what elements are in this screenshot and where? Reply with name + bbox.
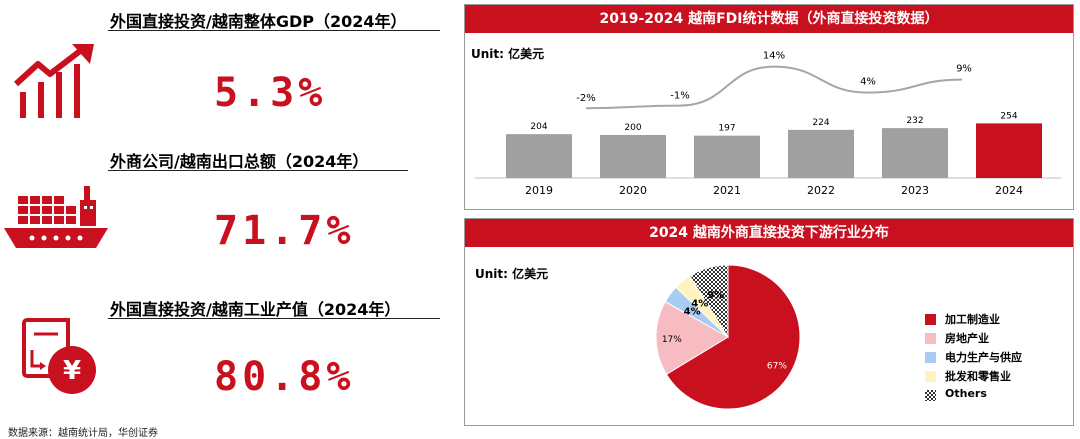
chart-header: 2019-2024 越南FDI统计数据（外商直接投资数据）	[465, 5, 1073, 33]
pie-slice	[655, 300, 729, 375]
pie-value-label: 4%	[691, 298, 708, 309]
growth-label: -1%	[670, 91, 689, 102]
chart-header: 2024 越南外商直接投资下游行业分布	[465, 219, 1073, 247]
fdi-bar-chart: 204 2019 200 2020 197 2021 224 2022 232 2023 254 20…	[475, 51, 1061, 197]
growth-label: 9%	[956, 64, 972, 75]
bar-2019	[506, 134, 572, 178]
legend-label: 加工制造业	[945, 313, 1000, 326]
bar-value-label: 200	[624, 123, 641, 133]
industry-pie-chart-panel: 2024 越南外商直接投资下游行业分布 Unit: 亿美元 67% 17% 4% 4%…	[464, 218, 1074, 426]
legend-label: 房地产业	[945, 332, 989, 345]
legend-label: 电力生产与供应	[945, 351, 1022, 364]
unit-label: Unit: 亿美元	[471, 47, 545, 61]
growth-label: 14%	[763, 51, 785, 62]
growth-line	[585, 65, 963, 110]
kpi-value: 71.7%	[214, 208, 355, 254]
kpi-title: 外国直接投资/越南工业产值（2024年）	[110, 300, 401, 319]
pie-value-label: 67%	[767, 362, 787, 372]
unit-label: Unit: 亿美元	[475, 267, 549, 281]
bar-2021	[694, 135, 760, 178]
bar-value-label: 224	[812, 118, 829, 128]
bar-2023	[882, 128, 948, 178]
x-tick-label: 2020	[619, 184, 647, 197]
kpi-value: 80.8%	[214, 354, 355, 400]
kpi-title: 外国直接投资/越南整体GDP（2024年）	[110, 12, 407, 31]
bar-2020	[600, 135, 666, 178]
legend-swatch	[925, 333, 936, 344]
kpi-divider	[108, 318, 440, 319]
industry-pie-chart: 67%17%4%4%9%	[655, 264, 801, 410]
bar-growth-arrow-icon	[14, 44, 94, 118]
growth-label: -2%	[576, 93, 595, 104]
bar-value-label: 254	[1000, 111, 1017, 121]
x-tick-label: 2024	[995, 184, 1023, 197]
fdi-bar-chart-panel: 2019-2024 越南FDI统计数据（外商直接投资数据） Unit: 亿美元 …	[464, 4, 1074, 210]
bar-value-label: 232	[906, 116, 923, 126]
legend-swatch	[925, 352, 936, 363]
x-tick-label: 2021	[713, 184, 741, 197]
legend-label: 批发和零售业	[945, 370, 1011, 383]
pie-value-label: 17%	[662, 335, 682, 345]
bar-2022	[788, 129, 854, 178]
svg-text:¥: ¥	[63, 356, 81, 386]
legend-swatch	[925, 390, 936, 401]
kpi-value: 5.3%	[214, 70, 327, 116]
legend-swatch	[925, 314, 936, 325]
x-tick-label: 2023	[901, 184, 929, 197]
kpi-title: 外商公司/越南出口总额（2024年）	[110, 152, 369, 171]
kpi-divider	[108, 30, 440, 31]
pie-slice	[665, 264, 801, 410]
yen-money-icon: ¥	[22, 318, 96, 394]
growth-label: 4%	[860, 77, 876, 88]
pie-value-label: 4%	[684, 306, 701, 317]
legend-label: Others	[945, 387, 987, 400]
legend-swatch	[925, 371, 936, 382]
bar-value-label: 197	[718, 124, 735, 134]
x-tick-label: 2019	[525, 184, 553, 197]
pie-value-label: 9%	[707, 290, 724, 301]
x-tick-label: 2022	[807, 184, 835, 197]
cargo-ship-icon	[4, 186, 108, 248]
bar-value-label: 204	[530, 122, 547, 132]
pie-slice	[689, 264, 729, 339]
kpi-divider	[108, 170, 408, 171]
bar-2024	[976, 123, 1042, 178]
